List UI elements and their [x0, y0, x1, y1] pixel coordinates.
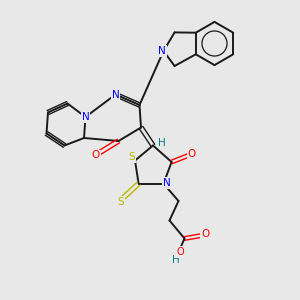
- Text: S: S: [128, 152, 135, 163]
- Text: O: O: [188, 149, 196, 159]
- Text: H: H: [172, 255, 180, 265]
- Text: O: O: [92, 150, 100, 161]
- Text: S: S: [117, 196, 124, 207]
- Text: N: N: [82, 112, 89, 122]
- Text: O: O: [176, 247, 184, 257]
- Text: N: N: [158, 46, 166, 56]
- Text: N: N: [163, 178, 170, 188]
- Text: N: N: [112, 89, 119, 100]
- Text: O: O: [201, 229, 209, 239]
- Text: H: H: [158, 137, 165, 148]
